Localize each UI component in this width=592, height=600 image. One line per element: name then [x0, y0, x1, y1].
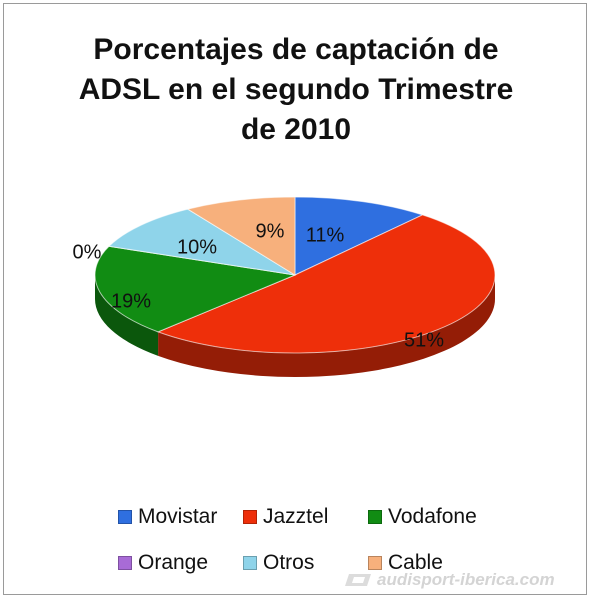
legend-swatch: [118, 510, 132, 524]
legend-item-otros: Otros: [243, 551, 314, 575]
data-label-otros: 10%: [177, 236, 217, 258]
chart-title-line: ADSL en el segundo Trimestre: [78, 73, 514, 106]
legend-swatch: [243, 556, 257, 570]
pie-slice-cable: [186, 196, 296, 276]
pie-slice-otros: [107, 208, 296, 276]
data-label-vodafone: 19%: [111, 290, 151, 312]
pie-side-jazztel: [158, 275, 495, 377]
chart-title-line: de 2010: [240, 113, 352, 146]
data-label-orange: 0%: [73, 241, 102, 263]
chart-title-line: Porcentajes de captación de: [93, 33, 499, 66]
pie-side-vodafone: [95, 275, 159, 356]
pie-slice-jazztel: [156, 214, 496, 354]
chart-legend: Movistar Jazztel Vodafone Orange Otros C…: [118, 505, 518, 597]
legend-swatch: [368, 556, 382, 570]
legend-swatch: [118, 556, 132, 570]
legend-label: Jazztel: [263, 505, 329, 528]
legend-item-movistar: Movistar: [118, 505, 217, 529]
legend-item-orange: Orange: [118, 551, 208, 575]
watermark-logo: [345, 574, 371, 586]
legend-item-vodafone: Vodafone: [368, 505, 477, 529]
legend-label: Cable: [388, 551, 443, 574]
watermark: audisport-iberica.com: [345, 568, 585, 592]
legend-label: Otros: [263, 551, 315, 574]
watermark-text: audisport-iberica.com: [377, 570, 555, 589]
legend-swatch: [243, 510, 257, 524]
legend-row: Orange Otros Cable: [118, 551, 518, 597]
legend-item-jazztel: Jazztel: [243, 505, 328, 529]
pie-slice-movistar: [294, 196, 424, 276]
data-label-movistar: 11%: [306, 224, 345, 246]
legend-label: Vodafone: [388, 505, 477, 528]
legend-row: Movistar Jazztel Vodafone: [118, 505, 518, 551]
legend-label: Orange: [138, 551, 209, 574]
legend-swatch: [368, 510, 382, 524]
data-label-jazztel: 51%: [404, 329, 444, 351]
legend-item-cable: Cable: [368, 551, 443, 575]
chart-title: Porcentajes de captación de ADSL en el s…: [0, 30, 592, 150]
data-label-cable: 9%: [256, 220, 285, 242]
legend-label: Movistar: [138, 505, 218, 528]
